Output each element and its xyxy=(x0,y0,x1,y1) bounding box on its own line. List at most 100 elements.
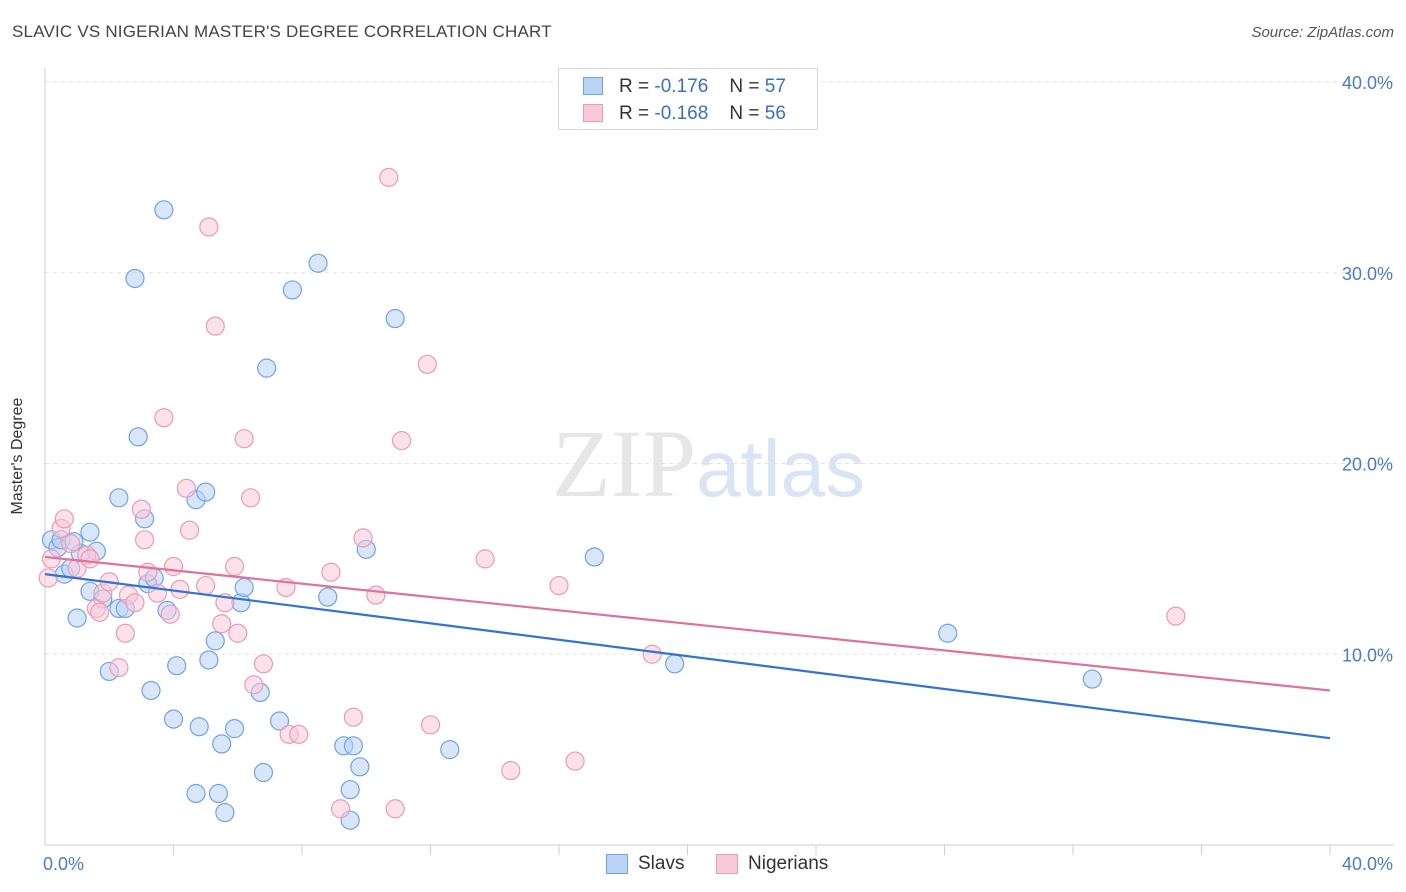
y-tick-label-30: 30.0% xyxy=(1342,264,1393,284)
nigerians-point-46 xyxy=(385,799,405,819)
nigerians-point-27 xyxy=(199,217,219,237)
nigerians-point-28 xyxy=(205,316,225,336)
nigerians-point-42 xyxy=(343,707,363,727)
y-tick-label-20: 20.0% xyxy=(1342,455,1393,475)
slavs-point-52 xyxy=(665,654,685,674)
nigerians-point-40 xyxy=(321,562,341,582)
legend-n-label: N = xyxy=(729,76,760,97)
slavs-point-22 xyxy=(167,656,187,676)
nigerians-point-25 xyxy=(179,520,200,540)
slavs-point-32 xyxy=(208,783,229,804)
slavs-point-39 xyxy=(269,711,290,731)
nigerians-point-55 xyxy=(1166,606,1186,626)
legend-swatch-nigerians xyxy=(583,104,603,122)
series-nigerians xyxy=(38,167,1186,819)
slavs-trend-line xyxy=(44,573,1331,740)
nigerians-point-54 xyxy=(642,644,662,664)
nigerians-point-29 xyxy=(212,614,232,634)
nigerians-point-15 xyxy=(125,593,145,613)
slavs-point-37 xyxy=(253,762,274,783)
nigerians-point-45 xyxy=(379,167,399,187)
legend-n-label: N = xyxy=(729,103,760,124)
slavs-point-6 xyxy=(67,608,87,628)
slavs-point-53 xyxy=(938,623,958,643)
slavs-point-14 xyxy=(125,268,145,289)
nigerians-point-16 xyxy=(131,499,151,519)
slavs-point-25 xyxy=(196,482,216,502)
slavs-point-29 xyxy=(186,783,206,804)
nigerians-point-36 xyxy=(253,654,274,674)
tick-labels: 10.0% 20.0% 30.0% 40.0% 0.0% 40.0% xyxy=(43,73,1393,874)
nigerians-point-51 xyxy=(501,761,521,781)
slavs-point-20 xyxy=(154,200,174,220)
legend-n-value: 56 xyxy=(764,103,786,124)
slavs-point-42 xyxy=(318,587,338,607)
nigerians-point-9 xyxy=(90,602,110,622)
slavs-point-50 xyxy=(440,740,460,760)
slavs-point-27 xyxy=(205,631,225,651)
nigerians-point-49 xyxy=(420,715,441,735)
nigerians-point-52 xyxy=(549,575,569,596)
slavs-point-13 xyxy=(109,488,129,508)
nigerians-point-12 xyxy=(109,658,129,678)
bottom-legend-label-slavs: Slavs xyxy=(638,853,685,874)
legend-swatch-slavs xyxy=(583,77,603,95)
slavs-point-54 xyxy=(1082,669,1102,689)
nigerians-point-3 xyxy=(54,509,74,529)
nigerians-point-34 xyxy=(241,488,261,508)
nigerians-point-24 xyxy=(176,478,196,498)
nigerians-point-7 xyxy=(80,549,100,569)
slavs-point-30 xyxy=(212,734,232,754)
axes xyxy=(44,68,1394,855)
slavs-point-26 xyxy=(199,650,219,670)
nigerians-point-32 xyxy=(228,623,248,643)
slavs-point-40 xyxy=(282,280,302,300)
slavs-point-35 xyxy=(234,577,254,598)
nigerians-point-39 xyxy=(289,724,309,744)
nigerians-point-4 xyxy=(61,534,81,554)
nigerians-point-53 xyxy=(565,751,585,771)
nigerians-point-21 xyxy=(160,604,180,624)
nigerians-point-23 xyxy=(170,579,190,599)
source-label: Source: ZipAtlas.com xyxy=(1251,24,1394,41)
slavs-point-18 xyxy=(141,680,161,701)
slavs-point-51 xyxy=(584,547,604,567)
slavs-point-47 xyxy=(340,780,360,800)
trend-lines xyxy=(44,555,1331,740)
nigerians-point-20 xyxy=(154,408,174,428)
slavs-point-41 xyxy=(308,253,328,273)
x-tick-label-min: 0.0% xyxy=(43,854,84,874)
nigerians-point-17 xyxy=(134,530,155,550)
y-tick-label-10: 10.0% xyxy=(1342,645,1393,665)
legend-n-value: 57 xyxy=(764,76,786,97)
bottom-legend-swatch-slavs xyxy=(606,854,628,874)
y-tick-label-40: 40.0% xyxy=(1342,73,1393,93)
nigerians-point-22 xyxy=(163,556,184,577)
slavs-point-33 xyxy=(224,719,245,739)
slavs-point-28 xyxy=(189,717,209,737)
slavs-point-44 xyxy=(343,736,363,756)
nigerians-point-41 xyxy=(330,799,351,819)
nigerians-point-26 xyxy=(196,575,216,596)
nigerians-point-43 xyxy=(353,528,373,548)
nigerians-point-33 xyxy=(234,429,254,449)
bottom-legend-label-nigerians: Nigerians xyxy=(748,853,829,874)
grid-lines xyxy=(45,81,1394,655)
series-slavs xyxy=(41,200,1102,830)
slavs-point-15 xyxy=(128,427,148,447)
slavs-point-5 xyxy=(80,522,100,542)
nigerians-point-50 xyxy=(475,549,495,569)
x-tick-label-max: 40.0% xyxy=(1342,854,1393,874)
watermark-atlas: atlas xyxy=(696,424,865,513)
slavs-point-23 xyxy=(163,709,184,729)
legend-r-label: R = xyxy=(619,76,650,97)
nigerians-point-0 xyxy=(38,568,58,588)
slavs-point-46 xyxy=(350,757,370,777)
nigerians-point-31 xyxy=(224,556,245,577)
legend-r-value: -0.168 xyxy=(654,103,709,124)
bottom-legend-swatch-nigerians xyxy=(716,854,738,874)
nigerians-point-44 xyxy=(366,585,386,605)
slavs-point-38 xyxy=(257,358,277,378)
slavs-point-31 xyxy=(215,802,235,823)
chart-title: SLAVIC VS NIGERIAN MASTER'S DEGREE CORRE… xyxy=(12,22,552,41)
